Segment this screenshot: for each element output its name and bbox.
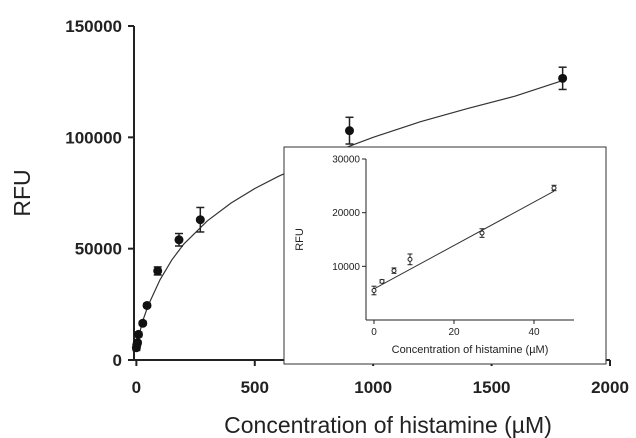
data-point <box>345 126 355 136</box>
x-tick-label: 2000 <box>591 378 629 397</box>
data-point <box>371 287 377 293</box>
inset-frame <box>283 146 607 365</box>
y-tick-label: 50000 <box>75 240 122 259</box>
fit-curve <box>135 80 563 347</box>
y-axis-label: RFU <box>294 228 306 251</box>
data-point <box>558 73 568 83</box>
data-point <box>407 256 413 262</box>
x-tick-label: 0 <box>371 327 377 338</box>
x-axis-label: Concentration of histamine (µM) <box>392 344 549 356</box>
x-tick-label: 0 <box>132 378 141 397</box>
data-point <box>142 300 152 310</box>
y-tick-label: 10000 <box>332 262 360 273</box>
main-chart: 0 500 1000 1500 2000050000100000150000Concen… <box>9 17 629 438</box>
inset-chart: 0 20 40 10000 20000 30000 Concentration of his… <box>283 146 607 365</box>
x-tick-label: 1000 <box>354 378 392 397</box>
y-tick-label: 100000 <box>65 128 122 147</box>
y-axis-label: RFU <box>9 169 35 216</box>
data-point <box>138 318 148 328</box>
fit-line <box>373 190 555 290</box>
x-tick-label: 1500 <box>473 378 511 397</box>
x-tick-label: 20 <box>448 327 460 338</box>
y-tick-label: 0 <box>113 351 122 370</box>
data-point <box>133 338 143 348</box>
y-tick-label: 20000 <box>332 208 360 219</box>
data-point <box>133 329 143 339</box>
data-point <box>379 278 385 284</box>
x-tick-label: 40 <box>528 327 540 338</box>
x-tick-label: 500 <box>241 378 269 397</box>
data-point <box>391 268 397 274</box>
x-axis-label: Concentration of histamine (µM) <box>224 412 552 438</box>
data-point <box>479 230 485 236</box>
data-point <box>551 185 557 191</box>
y-tick-label: 30000 <box>332 155 360 166</box>
y-tick-label: 150000 <box>65 17 122 36</box>
data-point <box>195 215 205 225</box>
data-point <box>153 266 163 276</box>
data-point <box>174 235 184 245</box>
